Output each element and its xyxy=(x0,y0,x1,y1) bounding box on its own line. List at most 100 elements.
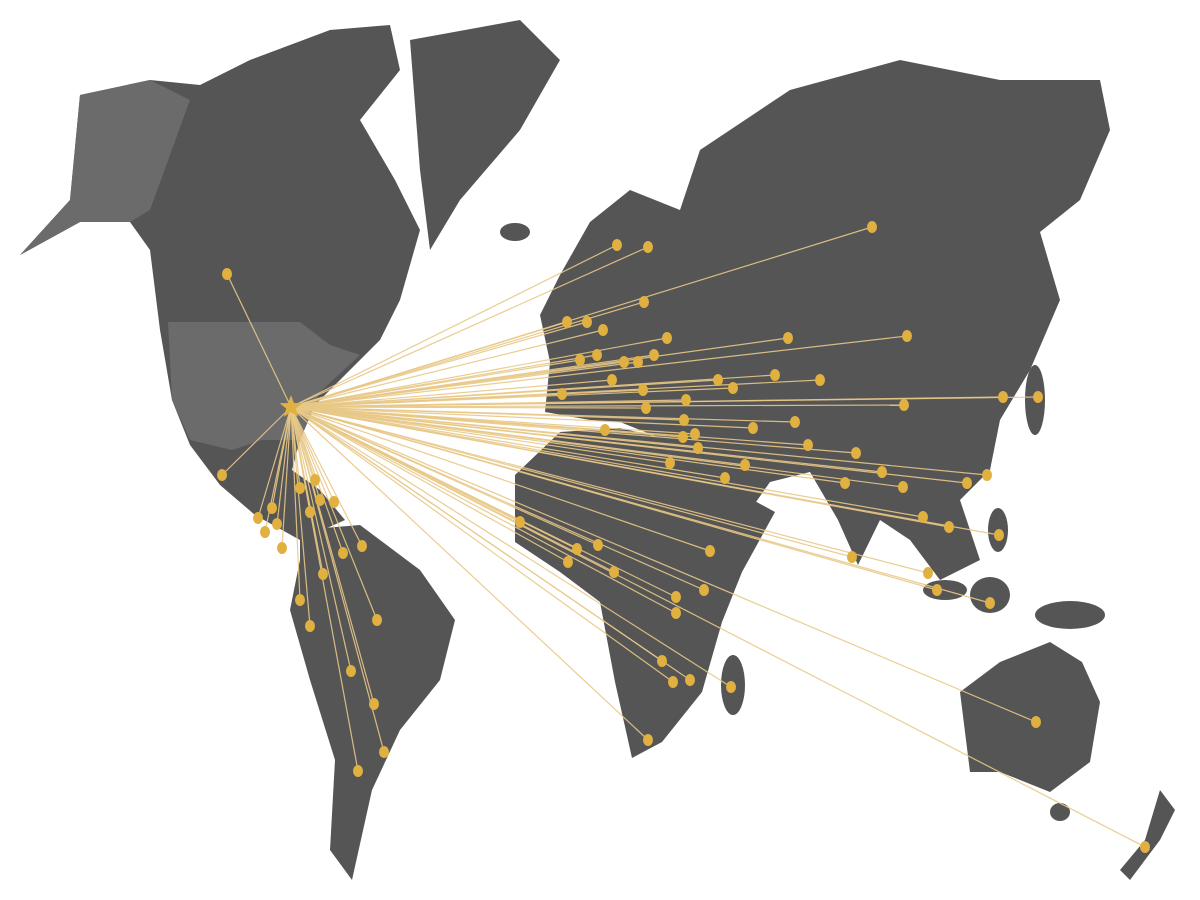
destination-dot xyxy=(600,424,610,436)
australia xyxy=(960,642,1100,792)
destination-dot xyxy=(783,332,793,344)
connection-line xyxy=(290,406,378,621)
destination-dot xyxy=(665,457,675,469)
tasmania xyxy=(1050,803,1070,821)
destination-dot xyxy=(563,556,573,568)
connection-line xyxy=(290,244,618,408)
destination-dot xyxy=(932,584,942,596)
destination-dot xyxy=(357,540,367,552)
destination-dot xyxy=(726,681,736,693)
destination-dot xyxy=(639,296,649,308)
connection-line xyxy=(290,406,352,672)
destination-markers xyxy=(217,221,1150,853)
destination-dot xyxy=(690,428,700,440)
connection-line xyxy=(290,406,746,466)
destination-dot xyxy=(612,239,622,251)
destination-dot xyxy=(592,349,602,361)
destination-dot xyxy=(295,482,305,494)
destination-dot xyxy=(657,655,667,667)
connection-line xyxy=(290,406,359,772)
connection-line xyxy=(290,246,649,408)
destination-dot xyxy=(643,734,653,746)
connection-line xyxy=(290,406,311,627)
connection-line xyxy=(290,406,649,741)
destination-dot xyxy=(267,502,277,514)
land-masses xyxy=(20,20,1175,880)
connection-line xyxy=(281,406,292,549)
connection-line xyxy=(290,406,1146,848)
destination-dot xyxy=(699,584,709,596)
destination-dot xyxy=(847,551,857,563)
connection-line xyxy=(290,406,857,454)
destination-dot xyxy=(260,526,270,538)
destination-dot xyxy=(728,382,738,394)
connection-line xyxy=(276,406,292,525)
destination-dot xyxy=(662,332,672,344)
connection-line xyxy=(290,406,968,484)
destination-dot xyxy=(668,676,678,688)
new-zealand xyxy=(1120,790,1175,880)
connection-line xyxy=(290,406,991,604)
connection-line xyxy=(290,406,671,464)
connection-line xyxy=(290,406,677,598)
destination-dot xyxy=(353,765,363,777)
destination-dot xyxy=(998,391,1008,403)
destination-dot xyxy=(679,414,689,426)
destination-dot xyxy=(318,568,328,580)
connection-line xyxy=(290,379,613,408)
destination-dot xyxy=(582,316,592,328)
connection-line xyxy=(290,406,691,681)
connection-line xyxy=(290,406,754,429)
indonesia-2 xyxy=(970,577,1010,613)
destination-dot xyxy=(372,614,382,626)
destination-dot xyxy=(713,374,723,386)
destination-dot xyxy=(575,354,585,366)
greenland xyxy=(410,20,560,250)
connection-line xyxy=(290,406,929,574)
connection-line xyxy=(290,406,363,547)
connection-lines xyxy=(221,226,1146,848)
destination-dot xyxy=(770,369,780,381)
destination-dot xyxy=(705,545,715,557)
connection-line xyxy=(290,406,711,552)
connection-line xyxy=(290,406,846,484)
usa-highlight xyxy=(168,322,360,450)
connection-line xyxy=(290,406,809,446)
star-icon xyxy=(279,395,303,417)
destination-dot xyxy=(1140,841,1150,853)
connection-line xyxy=(257,406,292,519)
destination-dot xyxy=(315,494,325,506)
destination-dot xyxy=(253,512,263,524)
destination-dot xyxy=(222,268,232,280)
destination-dot xyxy=(619,356,629,368)
new-guinea xyxy=(1035,601,1105,629)
connection-line xyxy=(290,337,668,408)
destination-dot xyxy=(678,431,688,443)
connection-line xyxy=(290,406,1037,723)
destination-dot xyxy=(633,356,643,368)
destination-dot xyxy=(305,620,315,632)
connection-line xyxy=(271,406,292,509)
connection-line xyxy=(290,354,598,408)
destination-dot xyxy=(607,374,617,386)
destination-dot xyxy=(310,474,320,486)
destination-dot xyxy=(720,472,730,484)
destination-dot xyxy=(649,349,659,361)
destination-dot xyxy=(562,316,572,328)
destination-dot xyxy=(557,388,567,400)
connection-line xyxy=(290,406,924,518)
destination-dot xyxy=(815,374,825,386)
destination-dot xyxy=(572,543,582,555)
connection-line xyxy=(290,406,726,479)
destination-dot xyxy=(593,539,603,551)
destination-dot xyxy=(277,542,287,554)
connection-line xyxy=(290,406,705,591)
destination-dot xyxy=(329,496,339,508)
destination-dot xyxy=(379,746,389,758)
destination-dot xyxy=(982,469,992,481)
connection-line xyxy=(290,226,873,408)
destination-dot xyxy=(295,594,305,606)
connection-line xyxy=(290,406,1000,536)
connection-line xyxy=(290,406,732,688)
